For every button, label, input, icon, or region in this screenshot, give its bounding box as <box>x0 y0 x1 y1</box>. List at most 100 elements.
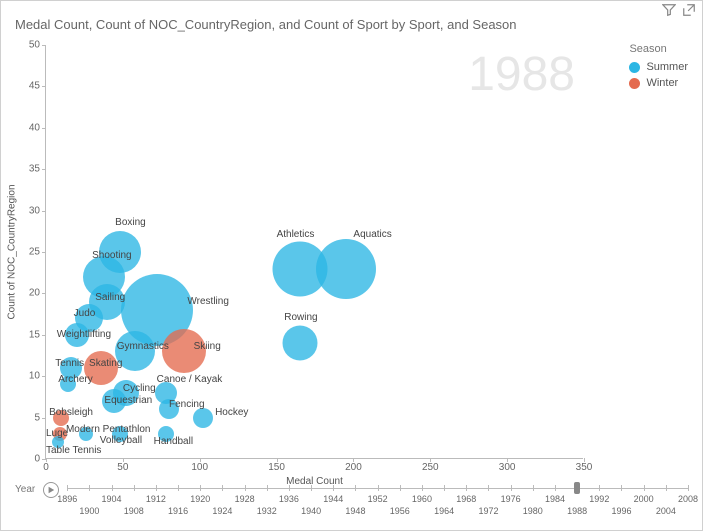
timeline-tick <box>466 485 467 491</box>
timeline-tick-label: 1904 <box>102 494 122 504</box>
filter-icon[interactable] <box>662 3 676 22</box>
timeline-handle[interactable] <box>574 482 580 494</box>
y-tick <box>42 211 46 212</box>
y-tick <box>42 376 46 377</box>
bubble-equestrian[interactable] <box>102 389 126 413</box>
timeline-tick <box>267 485 268 491</box>
timeline-tick <box>444 485 445 491</box>
timeline-tick <box>311 485 312 491</box>
timeline-tick <box>333 485 334 491</box>
x-tick-label: 300 <box>499 462 516 473</box>
legend-item-summer[interactable]: Summer <box>629 61 688 73</box>
timeline-tick-label: 1912 <box>146 494 166 504</box>
bubble-skating[interactable] <box>84 351 118 385</box>
timeline-tick-label: 1928 <box>235 494 255 504</box>
x-tick-label: 100 <box>191 462 208 473</box>
legend-title: Season <box>629 43 688 55</box>
bubble-label: Hockey <box>215 407 248 418</box>
timeline-tick <box>89 485 90 491</box>
timeline-tick <box>355 485 356 491</box>
bubble-label: Boxing <box>115 217 146 228</box>
y-tick <box>42 128 46 129</box>
bubble-table-tennis[interactable] <box>52 436 64 448</box>
timeline-tick <box>67 485 68 491</box>
timeline-tick-label: 1932 <box>257 506 277 516</box>
legend-item-winter[interactable]: Winter <box>629 77 688 89</box>
timeline-tick <box>422 485 423 491</box>
year-watermark: 1988 <box>468 47 575 102</box>
timeline-tick-label: 1952 <box>368 494 388 504</box>
bubble-bobsleigh[interactable] <box>53 410 69 426</box>
timeline-tick-label: 1988 <box>567 506 587 516</box>
y-tick <box>42 169 46 170</box>
timeline-tick <box>178 485 179 491</box>
bubble-modern-pentathlon[interactable] <box>79 427 93 441</box>
bubble-fencing[interactable] <box>159 399 179 419</box>
timeline-tick-label: 1916 <box>168 506 188 516</box>
bubble-skiing[interactable] <box>162 329 206 373</box>
timeline-tick <box>621 485 622 491</box>
timeline-tick-label: 1944 <box>323 494 343 504</box>
timeline-tick <box>533 485 534 491</box>
timeline-tick-label: 1996 <box>611 506 631 516</box>
timeline-tick-label: 1956 <box>390 506 410 516</box>
legend-swatch <box>629 62 640 73</box>
x-tick-label: 200 <box>345 462 362 473</box>
timeline-tick <box>488 485 489 491</box>
bubble-plot: 1988 Count of NOC_CountryRegion Medal Co… <box>45 45 583 459</box>
bubble-label: Athletics <box>277 229 315 240</box>
timeline-label: Year <box>15 482 35 495</box>
timeline-tick <box>688 485 689 491</box>
y-tick-label: 50 <box>29 40 40 51</box>
timeline-tick-label: 2008 <box>678 494 698 504</box>
bubble-weightlifting[interactable] <box>65 323 89 347</box>
y-tick <box>42 293 46 294</box>
legend-label: Summer <box>646 61 688 73</box>
bubble-athletics[interactable] <box>272 241 327 296</box>
bubble-label: Aquatics <box>353 229 391 240</box>
timeline-tick-label: 1980 <box>523 506 543 516</box>
bubble-archery[interactable] <box>60 376 76 392</box>
x-tick-label: 350 <box>576 462 593 473</box>
timeline-tick-label: 1960 <box>412 494 432 504</box>
timeline-tick <box>134 485 135 491</box>
timeline-tick <box>200 485 201 491</box>
y-tick-label: 5 <box>34 412 40 423</box>
y-tick-label: 45 <box>29 81 40 92</box>
timeline-tick-label: 1992 <box>589 494 609 504</box>
y-tick-label: 20 <box>29 288 40 299</box>
legend-swatch <box>629 78 640 89</box>
popout-icon[interactable] <box>682 3 696 22</box>
y-tick-label: 10 <box>29 371 40 382</box>
bubble-volleyball[interactable] <box>112 426 128 442</box>
timeline-tick <box>511 485 512 491</box>
x-tick-label: 0 <box>43 462 49 473</box>
bubble-gymnastics[interactable] <box>115 331 155 371</box>
timeline-tick-label: 1940 <box>301 506 321 516</box>
y-axis-title: Count of NOC_CountryRegion <box>7 184 18 319</box>
legend-label: Winter <box>646 77 678 89</box>
bubble-hockey[interactable] <box>193 408 213 428</box>
y-tick-label: 35 <box>29 164 40 175</box>
timeline-tick-label: 1924 <box>212 506 232 516</box>
y-tick <box>42 45 46 46</box>
bubble-rowing[interactable] <box>282 326 317 361</box>
bubble-tennis[interactable] <box>60 357 82 379</box>
timeline-tick <box>222 485 223 491</box>
timeline-tick <box>599 485 600 491</box>
bubble-label: Rowing <box>284 312 317 323</box>
timeline-tick-label: 1896 <box>57 494 77 504</box>
y-tick-label: 25 <box>29 247 40 258</box>
bubble-handball[interactable] <box>158 426 174 442</box>
timeline: Year 18961900190419081912191619201924192… <box>15 482 688 524</box>
timeline-track[interactable]: 1896190019041908191219161920192419281932… <box>67 482 688 524</box>
timeline-tick-label: 1976 <box>501 494 521 504</box>
y-tick-label: 40 <box>29 122 40 133</box>
timeline-tick-label: 2000 <box>634 494 654 504</box>
x-tick-label: 50 <box>117 462 128 473</box>
timeline-tick-label: 1936 <box>279 494 299 504</box>
timeline-tick <box>666 485 667 491</box>
timeline-tick-label: 1984 <box>545 494 565 504</box>
y-tick <box>42 418 46 419</box>
y-tick-label: 0 <box>34 454 40 465</box>
